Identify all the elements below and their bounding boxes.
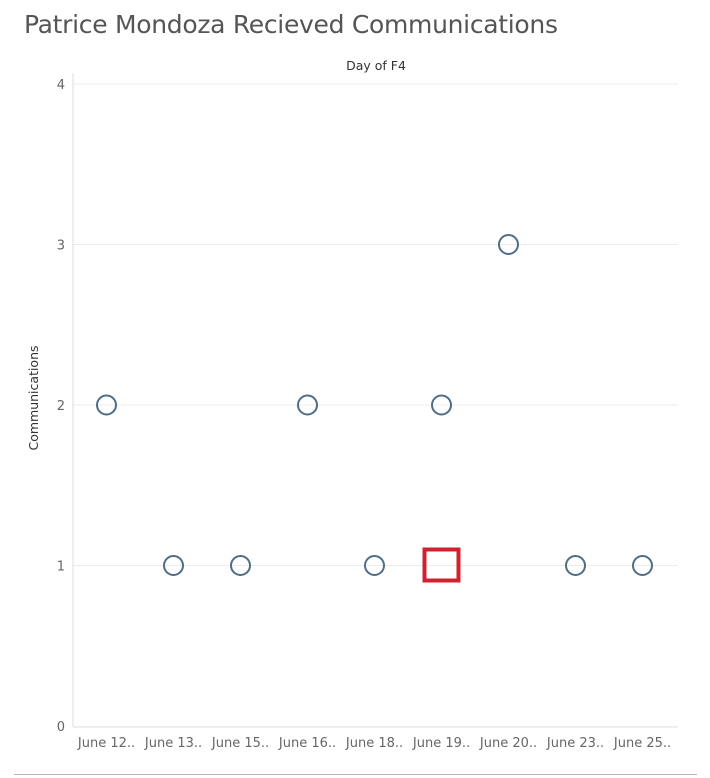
bottom-divider: [14, 774, 697, 775]
x-tick-label: June 13..: [144, 736, 202, 751]
x-tick-label: June 25..: [613, 736, 671, 751]
data-point[interactable]: [498, 234, 519, 255]
x-tick-label: June 19..: [412, 736, 470, 751]
data-point[interactable]: [163, 555, 184, 576]
highlighted-point[interactable]: [422, 547, 461, 583]
x-tick-label: June 12..: [77, 736, 135, 751]
data-point[interactable]: [565, 555, 586, 576]
axes: [72, 73, 678, 728]
x-tick-label: June 20..: [479, 736, 537, 751]
y-tick-label: 1: [57, 560, 65, 575]
y-tick-label: 4: [57, 78, 65, 93]
chart-title: Patrice Mondoza Recieved Communications: [24, 10, 558, 39]
data-point[interactable]: [230, 555, 251, 576]
data-points: [96, 234, 653, 583]
x-tick-label: June 15..: [211, 736, 269, 751]
data-point[interactable]: [431, 394, 452, 416]
y-tick-label: 2: [57, 399, 65, 414]
x-tick-label: June 16..: [278, 736, 336, 751]
data-point[interactable]: [364, 555, 385, 576]
y-tick-label: 3: [57, 239, 65, 254]
x-tick-label: June 23..: [546, 736, 604, 751]
x-axis-title: Day of F4: [346, 58, 406, 73]
data-point[interactable]: [632, 555, 653, 576]
gridlines: [73, 83, 678, 566]
y-axis-ticks: 0 1 2 3 4: [57, 78, 65, 735]
data-point[interactable]: [297, 394, 318, 416]
x-tick-label: June 18..: [345, 736, 403, 751]
data-point[interactable]: [96, 394, 117, 416]
y-axis-title: Communications: [26, 345, 41, 450]
y-tick-label: 0: [57, 720, 65, 735]
x-axis-ticks: June 12.. June 13.. June 15.. June 16.. June…: [77, 736, 671, 751]
